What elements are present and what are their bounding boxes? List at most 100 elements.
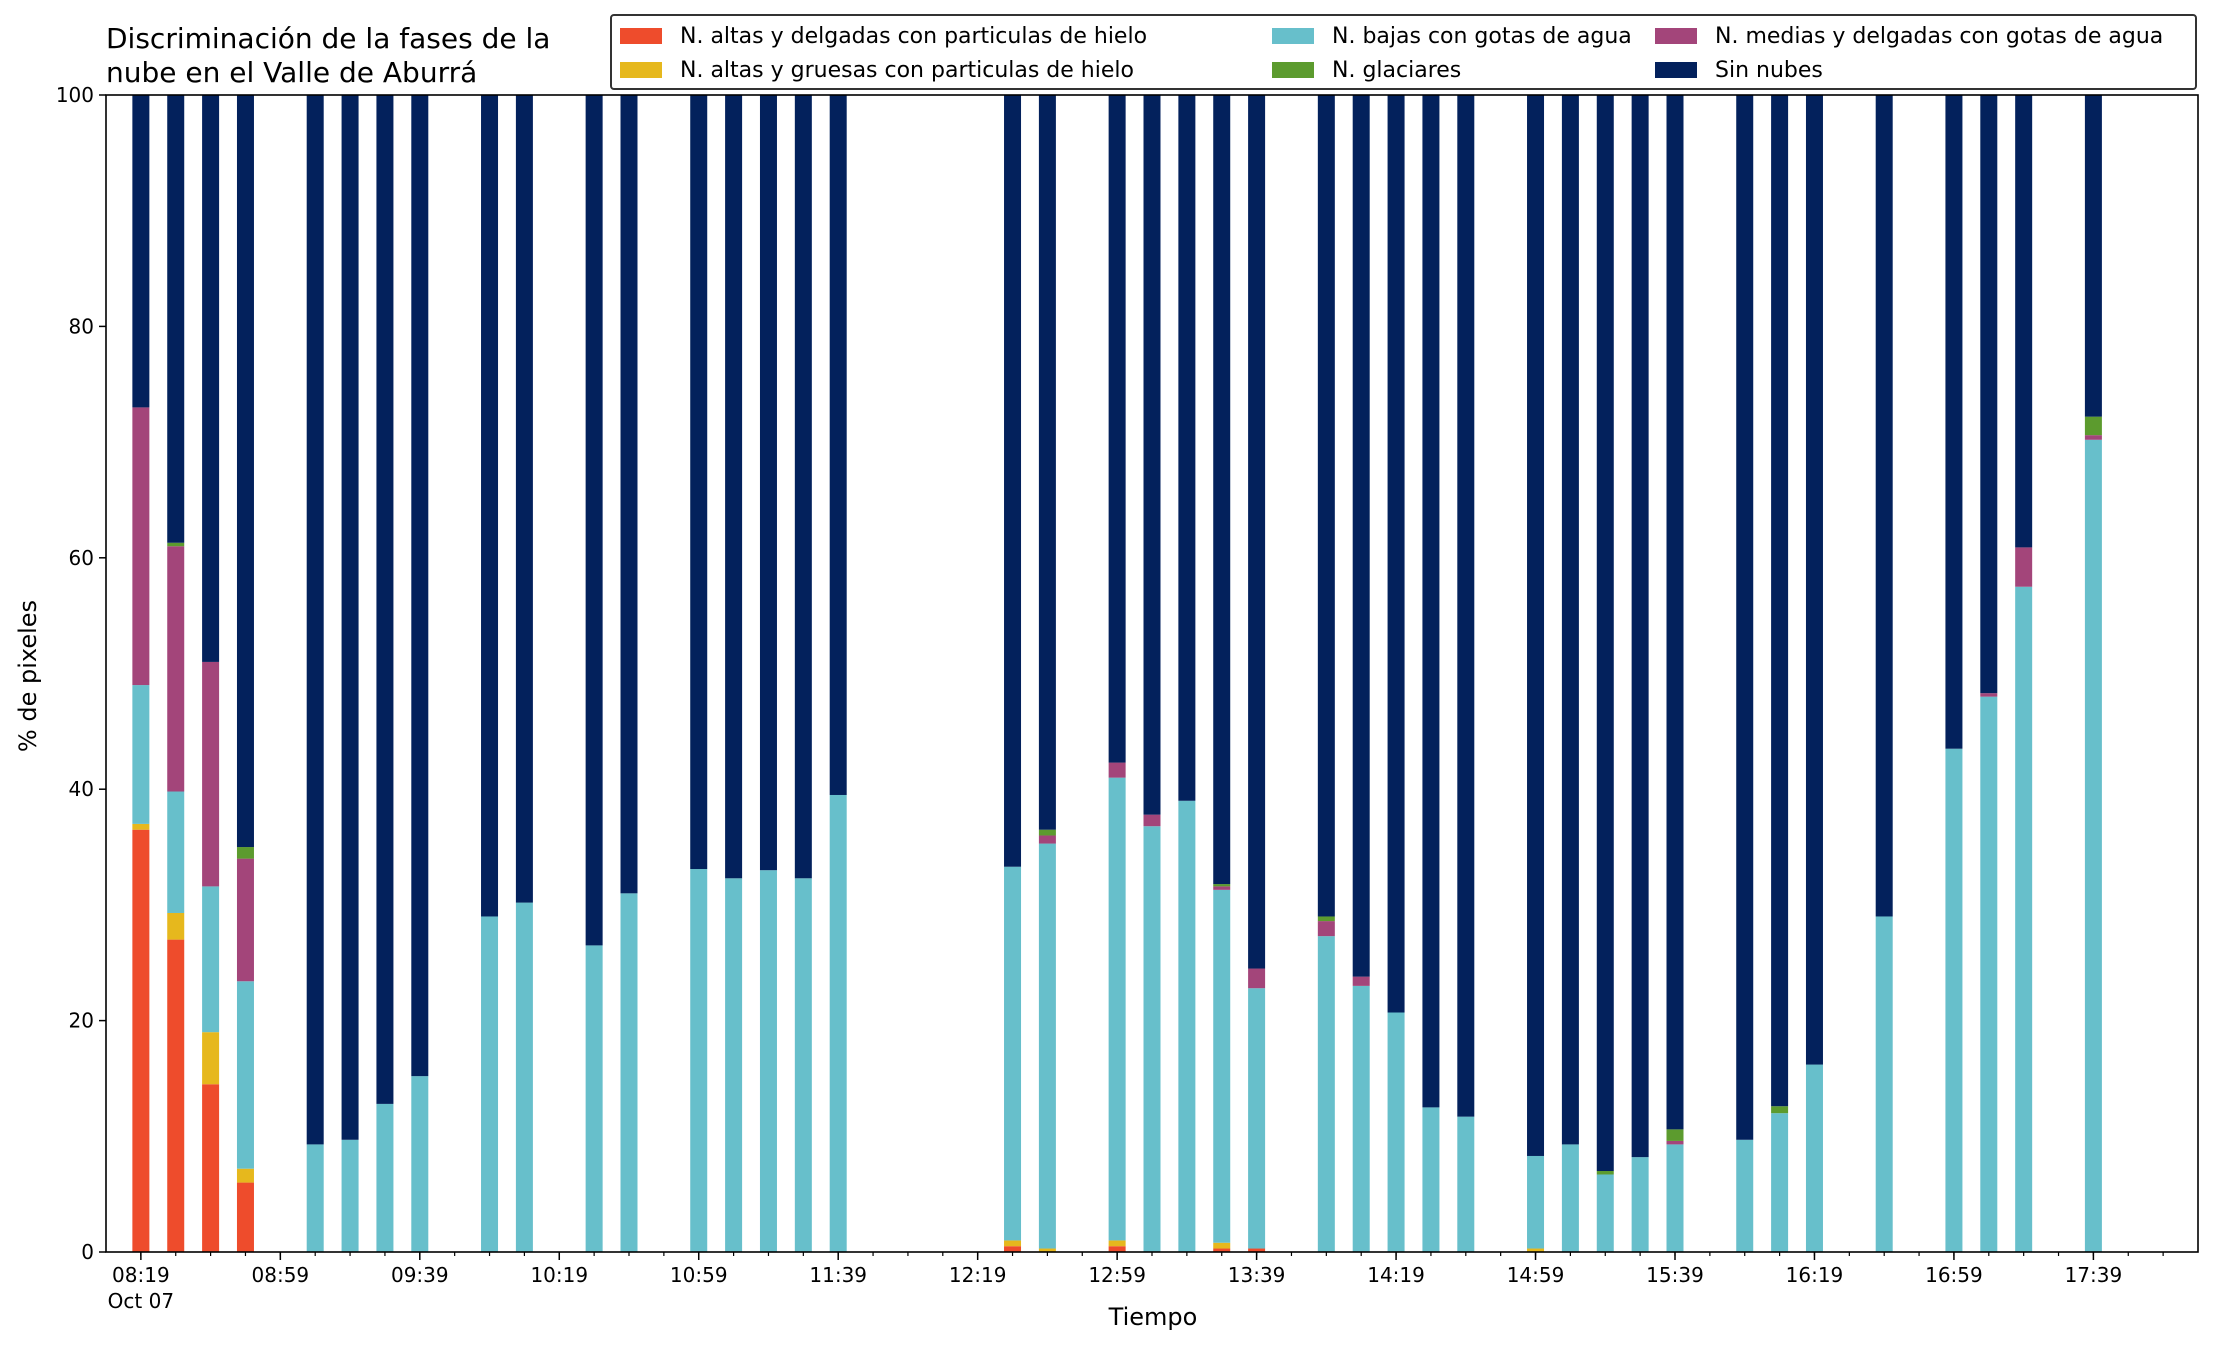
x-tick-sublabel: Oct 07 bbox=[108, 1289, 174, 1313]
x-tick-label: 16:59 bbox=[1925, 1263, 1983, 1287]
legend-swatch bbox=[620, 28, 662, 44]
x-tick-label: 13:39 bbox=[1228, 1263, 1286, 1287]
bar-segment bbox=[829, 794, 847, 1252]
bar-segment bbox=[1248, 968, 1266, 989]
x-tick-label: 12:59 bbox=[1088, 1263, 1146, 1287]
bar-segment bbox=[1213, 1248, 1231, 1252]
bar-segment bbox=[1666, 1129, 1684, 1141]
chart-title-line-1: Discriminación de la fases de la bbox=[106, 22, 551, 55]
bar-segment bbox=[2084, 95, 2102, 417]
bar-segment bbox=[1213, 95, 1231, 885]
bar-segment bbox=[481, 95, 499, 917]
bar-segment bbox=[1143, 814, 1161, 827]
bar-segment bbox=[1980, 693, 1998, 697]
legend-swatch bbox=[1272, 62, 1314, 78]
legend-swatch bbox=[1655, 28, 1697, 44]
bar-segment bbox=[1143, 95, 1161, 815]
bar-segment bbox=[306, 1144, 324, 1252]
bar-segment bbox=[1108, 777, 1126, 1241]
bar-segment bbox=[481, 916, 499, 1252]
bar-segment bbox=[132, 829, 150, 1252]
bar-segment bbox=[620, 893, 638, 1252]
bar-segment bbox=[1527, 95, 1545, 1156]
bar-segment bbox=[515, 902, 533, 1252]
legend-label: Sin nubes bbox=[1715, 57, 1823, 83]
bar-segment bbox=[1771, 1113, 1789, 1252]
bar-segment bbox=[202, 95, 220, 662]
y-tick-label: 0 bbox=[81, 1240, 94, 1264]
bar-segment bbox=[1387, 95, 1405, 1013]
bar-segment bbox=[1108, 95, 1126, 763]
bar-segment bbox=[1317, 916, 1335, 922]
bar-segment bbox=[1004, 1240, 1022, 1247]
bar-segment bbox=[1666, 1144, 1684, 1252]
bar-segment bbox=[1248, 988, 1266, 1249]
y-tick-label: 20 bbox=[69, 1009, 94, 1033]
x-tick-label: 14:59 bbox=[1507, 1263, 1565, 1287]
bar-segment bbox=[1387, 1012, 1405, 1252]
bar-segment bbox=[794, 95, 812, 879]
bar-segment bbox=[1352, 985, 1370, 1252]
bar-segment bbox=[236, 847, 254, 859]
bar-segment bbox=[1038, 1248, 1056, 1252]
bar-segment bbox=[1213, 889, 1231, 1243]
bar-segment bbox=[1457, 95, 1475, 1117]
legend-label: N. altas y gruesas con particulas de hie… bbox=[680, 57, 1134, 83]
bar-segment bbox=[1213, 1242, 1231, 1249]
bar-segment bbox=[236, 1182, 254, 1252]
legend-label: N. altas y delgadas con particulas de hi… bbox=[680, 23, 1148, 49]
bar-segment bbox=[1352, 95, 1370, 977]
legend-item: N. medias y delgadas con gotas de agua bbox=[1655, 21, 2163, 51]
bar-segment bbox=[690, 869, 708, 1252]
x-tick-label: 14:19 bbox=[1367, 1263, 1425, 1287]
bar-segment bbox=[1805, 1064, 1823, 1252]
bar-segment bbox=[1736, 95, 1754, 1140]
legend: N. altas y delgadas con particulas de hi… bbox=[610, 14, 2197, 90]
legend-label: N. medias y delgadas con gotas de agua bbox=[1715, 23, 2164, 49]
bar-segment bbox=[1527, 1248, 1545, 1252]
bar-segment bbox=[1248, 1248, 1266, 1252]
x-tick-label: 15:39 bbox=[1646, 1263, 1704, 1287]
bar-segment bbox=[2084, 435, 2102, 440]
bar-segment bbox=[1352, 976, 1370, 986]
bar-segment bbox=[341, 1139, 359, 1252]
bar-segment bbox=[1422, 95, 1440, 1108]
bar-segment bbox=[1596, 1174, 1614, 1252]
bar-segment bbox=[132, 407, 150, 686]
bar-segment bbox=[2015, 586, 2033, 1252]
bar-segment bbox=[202, 1032, 220, 1085]
bar-segment bbox=[759, 95, 777, 871]
bar-segment bbox=[1317, 95, 1335, 917]
x-tick-label: 16:19 bbox=[1786, 1263, 1844, 1287]
bar-segment bbox=[236, 858, 254, 982]
bar-segment bbox=[1108, 762, 1126, 778]
bar-segment bbox=[1666, 1140, 1684, 1145]
bar-segment bbox=[132, 95, 150, 408]
x-tick-label: 08:19 bbox=[112, 1263, 170, 1287]
bar-segment bbox=[236, 981, 254, 1169]
bar-segment bbox=[1527, 1155, 1545, 1249]
bar-segment bbox=[236, 1168, 254, 1183]
legend-item: N. altas y delgadas con particulas de hi… bbox=[620, 21, 1147, 51]
bar-segment bbox=[306, 95, 324, 1145]
x-tick-label: 09:39 bbox=[391, 1263, 449, 1287]
bar-segment bbox=[411, 95, 429, 1077]
x-tick-label: 10:19 bbox=[530, 1263, 588, 1287]
y-tick-label: 80 bbox=[69, 314, 94, 338]
chart-title-line-2: nube en el Valle de Aburrá bbox=[106, 56, 478, 89]
bar-segment bbox=[167, 913, 185, 940]
y-tick-label: 100 bbox=[56, 83, 94, 107]
bar-segment bbox=[376, 1103, 394, 1252]
bar-segment bbox=[2015, 95, 2033, 548]
bar-segment bbox=[1038, 843, 1056, 1249]
bar-segment bbox=[167, 546, 185, 792]
bar-segment bbox=[794, 878, 812, 1252]
bar-segment bbox=[1561, 1144, 1579, 1252]
bar-segment bbox=[1004, 1246, 1022, 1252]
bar-segment bbox=[515, 95, 533, 903]
bars-group bbox=[132, 95, 2102, 1253]
bar-segment bbox=[1596, 1171, 1614, 1175]
x-tick-label: 10:59 bbox=[670, 1263, 728, 1287]
